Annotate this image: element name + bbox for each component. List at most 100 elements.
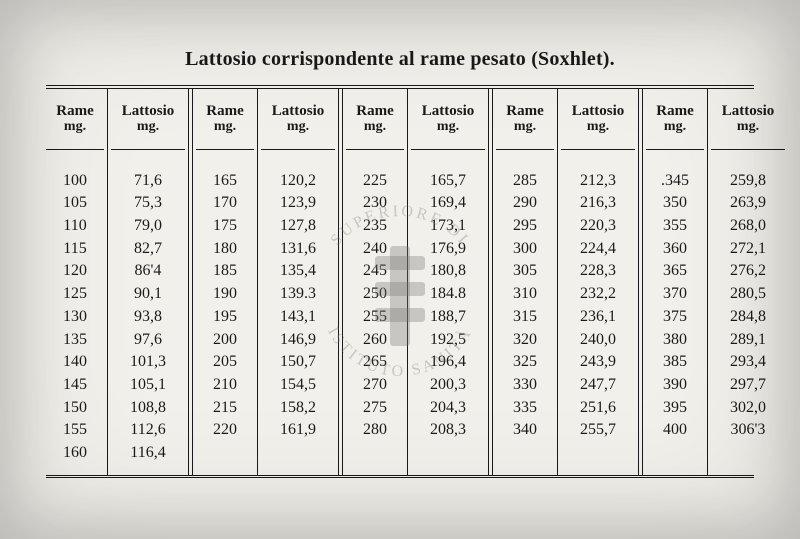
table-cell: 245 — [346, 260, 404, 283]
page: Lattosio corrispondente al rame pesato (… — [0, 0, 800, 539]
header-unit: mg. — [498, 119, 552, 134]
table-cell: 251,6 — [561, 397, 635, 420]
table-cell: 192,5 — [411, 329, 485, 352]
column-header: Lattosiomg. — [561, 89, 635, 150]
column-pair: Ramemg.100105110115120125130135140145150… — [46, 89, 185, 475]
table-cell: 250 — [346, 283, 404, 306]
column-body: 259,8263,9268,0272,1276,2280,5284,8289,1… — [711, 150, 785, 475]
table-cell: 236,1 — [561, 306, 635, 329]
header-label: Rame — [648, 103, 702, 120]
table-cell: 146,9 — [261, 329, 335, 352]
table-cell: 195 — [196, 306, 254, 329]
pair-separator — [638, 89, 643, 475]
table-cell: 173,1 — [411, 215, 485, 238]
table-cell: 230 — [346, 192, 404, 215]
table-cell: 306'3 — [711, 419, 785, 442]
header-label: Lattosio — [713, 103, 783, 120]
table-cell: 140 — [46, 351, 104, 374]
table-cell: 120,2 — [261, 170, 335, 193]
table-cell: 375 — [646, 306, 704, 329]
table-cell: 325 — [496, 351, 554, 374]
column-separator — [707, 89, 708, 475]
column-separator — [407, 89, 408, 475]
table-cell: 390 — [646, 374, 704, 397]
table-cell: 395 — [646, 397, 704, 420]
header-label: Rame — [48, 103, 102, 120]
table-cell: 240,0 — [561, 329, 635, 352]
table-cell: 284,8 — [711, 306, 785, 329]
table-cell: 300 — [496, 238, 554, 261]
table-cell: 280,5 — [711, 283, 785, 306]
lattosio-column: Lattosiomg.165,7169,4173,1176,9180,8184.… — [411, 89, 485, 475]
table-cell: 360 — [646, 238, 704, 261]
column-body: 71,675,379,082,786'490,193,897,6101,3105… — [111, 150, 185, 475]
table-cell: 112,6 — [111, 419, 185, 442]
table-cell: 184.8 — [411, 283, 485, 306]
table-cell: 355 — [646, 215, 704, 238]
table-cell: 90,1 — [111, 283, 185, 306]
table-cell — [496, 442, 554, 465]
column-body: 285290295300305310315320325330335340 — [496, 150, 554, 475]
header-label: Lattosio — [563, 103, 633, 120]
table-cell: .345 — [646, 170, 704, 193]
rame-column: Ramemg.285290295300305310315320325330335… — [496, 89, 554, 475]
table-cell: 130 — [46, 306, 104, 329]
table-cell: 79,0 — [111, 215, 185, 238]
header-label: Rame — [348, 103, 402, 120]
table-cell: 220,3 — [561, 215, 635, 238]
table-cell: 276,2 — [711, 260, 785, 283]
rame-column: Ramemg.165170175180185190195200205210215… — [196, 89, 254, 475]
column-body: 165170175180185190195200205210215220 — [196, 150, 254, 475]
table-cell: 165 — [196, 170, 254, 193]
table-cell: 212,3 — [561, 170, 635, 193]
column-header: Ramemg. — [496, 89, 554, 150]
table-cell: 210 — [196, 374, 254, 397]
table-cell: 131,6 — [261, 238, 335, 261]
table-cell — [346, 442, 404, 465]
table-cell: 160 — [46, 442, 104, 465]
table-cell: 105 — [46, 192, 104, 215]
table-cell: 380 — [646, 329, 704, 352]
header-unit: mg. — [713, 119, 783, 134]
table-cell: 180,8 — [411, 260, 485, 283]
table-cell: 170 — [196, 192, 254, 215]
header-label: Lattosio — [413, 103, 483, 120]
lattosio-column: Lattosiomg. 259,8263,9268,0272,1276,2280,… — [711, 89, 785, 475]
header-label: Lattosio — [263, 103, 333, 120]
table-cell: 188,7 — [411, 306, 485, 329]
column-body: 225230235240245250255260265270275280 — [346, 150, 404, 475]
table-cell: 71,6 — [111, 170, 185, 193]
table-cell: 75,3 — [111, 192, 185, 215]
table-cell — [411, 442, 485, 465]
table-title: Lattosio corrispondente al rame pesato (… — [46, 48, 754, 71]
column-body: 212,3216,3220,3224,4228,3232,2236,1240,0… — [561, 150, 635, 475]
table-cell: 180 — [196, 238, 254, 261]
header-label: Rame — [198, 103, 252, 120]
table-cell: 150 — [46, 397, 104, 420]
table-cell: 125 — [46, 283, 104, 306]
table-cell — [261, 442, 335, 465]
table-cell: 232,2 — [561, 283, 635, 306]
header-unit: mg. — [348, 119, 402, 134]
table-cell: 293,4 — [711, 351, 785, 374]
table-outer: Ramemg.100105110115120125130135140145150… — [46, 85, 754, 478]
table-cell: 320 — [496, 329, 554, 352]
table-cell: 145 — [46, 374, 104, 397]
table-cell: 205 — [196, 351, 254, 374]
rame-column: Ramemg.100105110115120125130135140145150… — [46, 89, 104, 475]
lattosio-column: Lattosiomg.212,3216,3220,3224,4228,3232,… — [561, 89, 635, 475]
table-cell: 158,2 — [261, 397, 335, 420]
table-cell: 340 — [496, 419, 554, 442]
table-cell: 305 — [496, 260, 554, 283]
rame-column: Ramemg..34535035536036537037538038539039… — [646, 89, 704, 475]
table-cell: 176,9 — [411, 238, 485, 261]
table-cell: 259,8 — [711, 170, 785, 193]
column-separator — [257, 89, 258, 475]
table-cell: 185 — [196, 260, 254, 283]
table-cell: 297,7 — [711, 374, 785, 397]
table-cell: 350 — [646, 192, 704, 215]
table-cell: 243,9 — [561, 351, 635, 374]
table-cell: 224,4 — [561, 238, 635, 261]
table-cell: 93,8 — [111, 306, 185, 329]
header-unit: mg. — [413, 119, 483, 134]
